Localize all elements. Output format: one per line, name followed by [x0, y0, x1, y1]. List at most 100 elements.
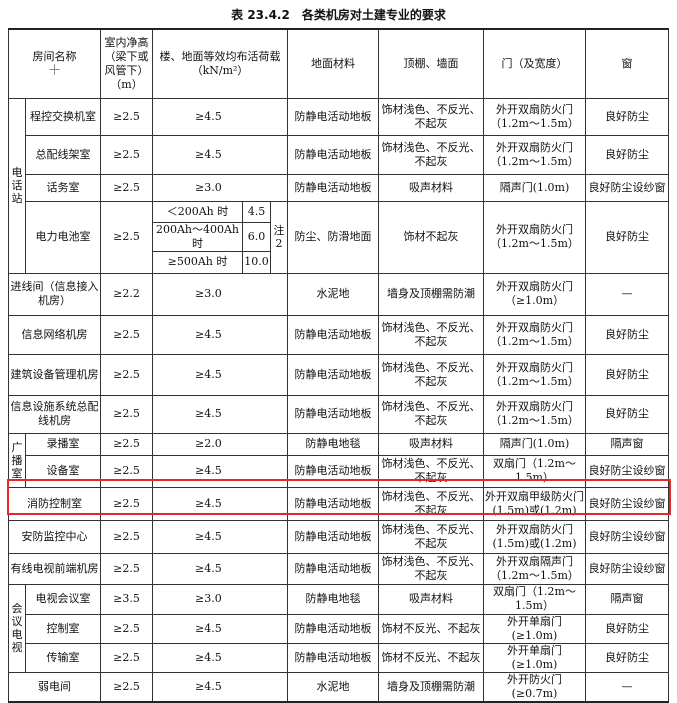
window: 良好防尘 [585, 134, 669, 175]
door: 外开双扇甲级防火门(1.5m)或(1.2m) [483, 486, 586, 521]
ceiling-wall: 饰材浅色、不反光、不起灰 [378, 353, 484, 396]
room-name: 安防监控中心 [8, 519, 101, 554]
window: — [585, 671, 669, 703]
window: 隔声窗 [585, 432, 669, 456]
room-name: 电视会议室 [25, 583, 101, 615]
floor-load: ≥4.5 [152, 454, 288, 488]
window: — [585, 272, 669, 316]
door: 外开双扇隔声门（1.2m～1.5m） [483, 552, 586, 585]
door: 外开单扇门(≥1.0m) [483, 642, 586, 673]
ceiling-wall: 饰材浅色、不反光、不起灰 [378, 134, 484, 175]
table-title: 表 23.4.2 各类机房对土建专业的要求 [231, 8, 446, 22]
clear-height: ≥2.5 [100, 173, 153, 202]
door: 外开双扇防火门（≥1.0m） [483, 272, 586, 316]
table-row: 设备室 ≥2.5 ≥4.5 防静电活动地板 饰材浅色、不反光、不起灰 双扇门（1.2m～1… [9, 454, 669, 488]
floor-material: 防静电活动地板 [287, 353, 379, 396]
floor-load: ≥4.5 [152, 642, 288, 673]
table-row: 安防监控中心 ≥2.5 ≥4.5 防静电活动地板 饰材浅色、不反光、不起灰 外开双扇防火门… [8, 519, 669, 554]
table-row: 信息网络机房 ≥2.5 ≥4.5 防静电活动地板 饰材浅色、不反光、不起灰 外开双扇防火门… [8, 314, 669, 355]
floor-material: 水泥地 [287, 272, 379, 316]
floor-material: 水泥地 [287, 671, 379, 703]
window: 良好防尘设纱窗 [585, 486, 669, 521]
group-label: 电话站 [8, 97, 26, 274]
header-window: 窗 [585, 28, 669, 99]
floor-material: 防静电活动地板 [287, 642, 379, 673]
header-load: 楼、地面等效均布活荷载（kN/m²） [152, 28, 288, 99]
load-value: 10.0 [242, 251, 271, 274]
floor-load: ≥4.5 [152, 353, 288, 396]
door: 外开双扇防火门（1.2m～1.5m） [483, 314, 586, 355]
clear-height: ≥2.5 [100, 552, 153, 585]
door: 外开单扇门(≥1.0m) [483, 613, 586, 644]
room-name: 控制室 [25, 613, 101, 644]
room-name: 建筑设备管理机房 [8, 353, 101, 396]
table-row: 会议电视 电视会议室 ≥3.5 ≥3.0 防静电地毯 吸声材料 双扇门（1.2m～1.5m）… [8, 583, 669, 673]
window: 良好防尘设纱窗 [585, 454, 669, 488]
window: 良好防尘 [585, 200, 669, 274]
table-row: 弱电间 ≥2.5 ≥4.5 水泥地 墙身及顶棚需防潮 外开防火门(≥0.7m) — [8, 671, 669, 703]
window: 良好防尘 [585, 97, 669, 136]
clear-height: ≥2.5 [100, 519, 153, 554]
floor-load: ≥4.5 [152, 134, 288, 175]
door: 外开双扇防火门（1.2m～1.5m） [483, 394, 586, 434]
door: 隔声门(1.0m) [483, 173, 586, 202]
floor-material: 防静电活动地板 [287, 314, 379, 355]
clear-height: ≥2.5 [100, 97, 153, 136]
ceiling-wall: 饰材浅色、不反光、不起灰 [378, 314, 484, 355]
clear-height: ≥2.5 [100, 353, 153, 396]
ceiling-wall: 饰材不反光、不起灰 [378, 613, 484, 644]
floor-load: ≥3.0 [152, 173, 288, 202]
table-row: 话务室 ≥2.5 ≥3.0 防静电活动地板 吸声材料 隔声门(1.0m) 良好防尘设纱窗 [9, 173, 669, 202]
clear-height: ≥2.5 [100, 200, 153, 274]
floor-material: 防静电活动地板 [287, 519, 379, 554]
door: 外开双扇防火门（1.2m～1.5m） [483, 134, 586, 175]
window: 良好防尘设纱窗 [585, 552, 669, 585]
room-name: 进线间（信息接入机房） [8, 272, 101, 316]
floor-load: ≥4.5 [152, 613, 288, 644]
clear-height: ≥3.5 [100, 583, 153, 615]
clear-height: ≥2.5 [100, 486, 153, 521]
floor-load: ≥4.5 [152, 671, 288, 703]
clear-height: ≥2.5 [100, 454, 153, 488]
ceiling-wall: 吸声材料 [378, 173, 484, 202]
table-row: 进线间（信息接入机房） ≥2.2 ≥3.0 水泥地 墙身及顶棚需防潮 外开双扇防火门（≥1… [8, 272, 669, 316]
floor-load: ≥4.5 [152, 97, 288, 136]
door: 隔声门(1.0m) [483, 432, 586, 456]
room-name: 信息设施系统总配线机房 [8, 394, 101, 434]
floor-load: ≥3.0 [152, 583, 288, 615]
header-wall: 顶棚、墙面 [378, 28, 484, 99]
room-name: 有线电视前端机房 [8, 552, 101, 585]
floor-load: ≥4.5 [152, 314, 288, 355]
room-name: 录播室 [25, 432, 101, 456]
ceiling-wall: 饰材浅色、不反光、不起灰 [378, 519, 484, 554]
ceiling-wall: 饰材浅色、不反光、不起灰 [378, 97, 484, 136]
load-value: 6.0 [242, 222, 271, 253]
ceiling-wall: 饰材浅色、不反光、不起灰 [378, 486, 484, 521]
floor-material: 防静电活动地板 [287, 552, 379, 585]
load-value: 4.5 [242, 200, 271, 224]
room-name: 程控交换机室 [25, 97, 101, 136]
table-row: 广播室 录播室 ≥2.5 ≥2.0 防静电地毯 吸声材料 隔声门(1.0m) 隔声窗 [8, 432, 669, 488]
room-name: 总配线架室 [25, 134, 101, 175]
window: 隔声窗 [585, 583, 669, 615]
floor-material: 防静电活动地板 [287, 486, 379, 521]
ceiling-wall: 饰材不反光、不起灰 [378, 642, 484, 673]
floor-material: 防静电地毯 [287, 432, 379, 456]
floor-load: ≥2.0 [152, 432, 288, 456]
room-name: 弱电间 [8, 671, 101, 703]
table-row: 电话站 程控交换机室 ≥2.5 ≥4.5 防静电活动地板 饰材浅色、不反光、不起灰 外开双扇… [8, 97, 669, 274]
floor-load: ≥4.5 [152, 394, 288, 434]
floor-material: 防静电活动地板 [287, 613, 379, 644]
clear-height: ≥2.5 [100, 671, 153, 703]
window: 良好防尘设纱窗 [585, 173, 669, 202]
ceiling-wall: 饰材不起灰 [378, 200, 484, 274]
ceiling-wall: 墙身及顶棚需防潮 [378, 272, 484, 316]
room-name: 话务室 [25, 173, 101, 202]
door: 外开双扇防火门（1.2m～1.5m） [483, 353, 586, 396]
header-name: 房间名称＋ [8, 28, 101, 99]
ceiling-wall: 饰材浅色、不反光、不起灰 [378, 552, 484, 585]
room-name: 信息网络机房 [8, 314, 101, 355]
header-name-text: 房间名称 [32, 49, 77, 63]
window: 良好防尘 [585, 613, 669, 644]
header-door: 门（及宽度） [483, 28, 586, 99]
